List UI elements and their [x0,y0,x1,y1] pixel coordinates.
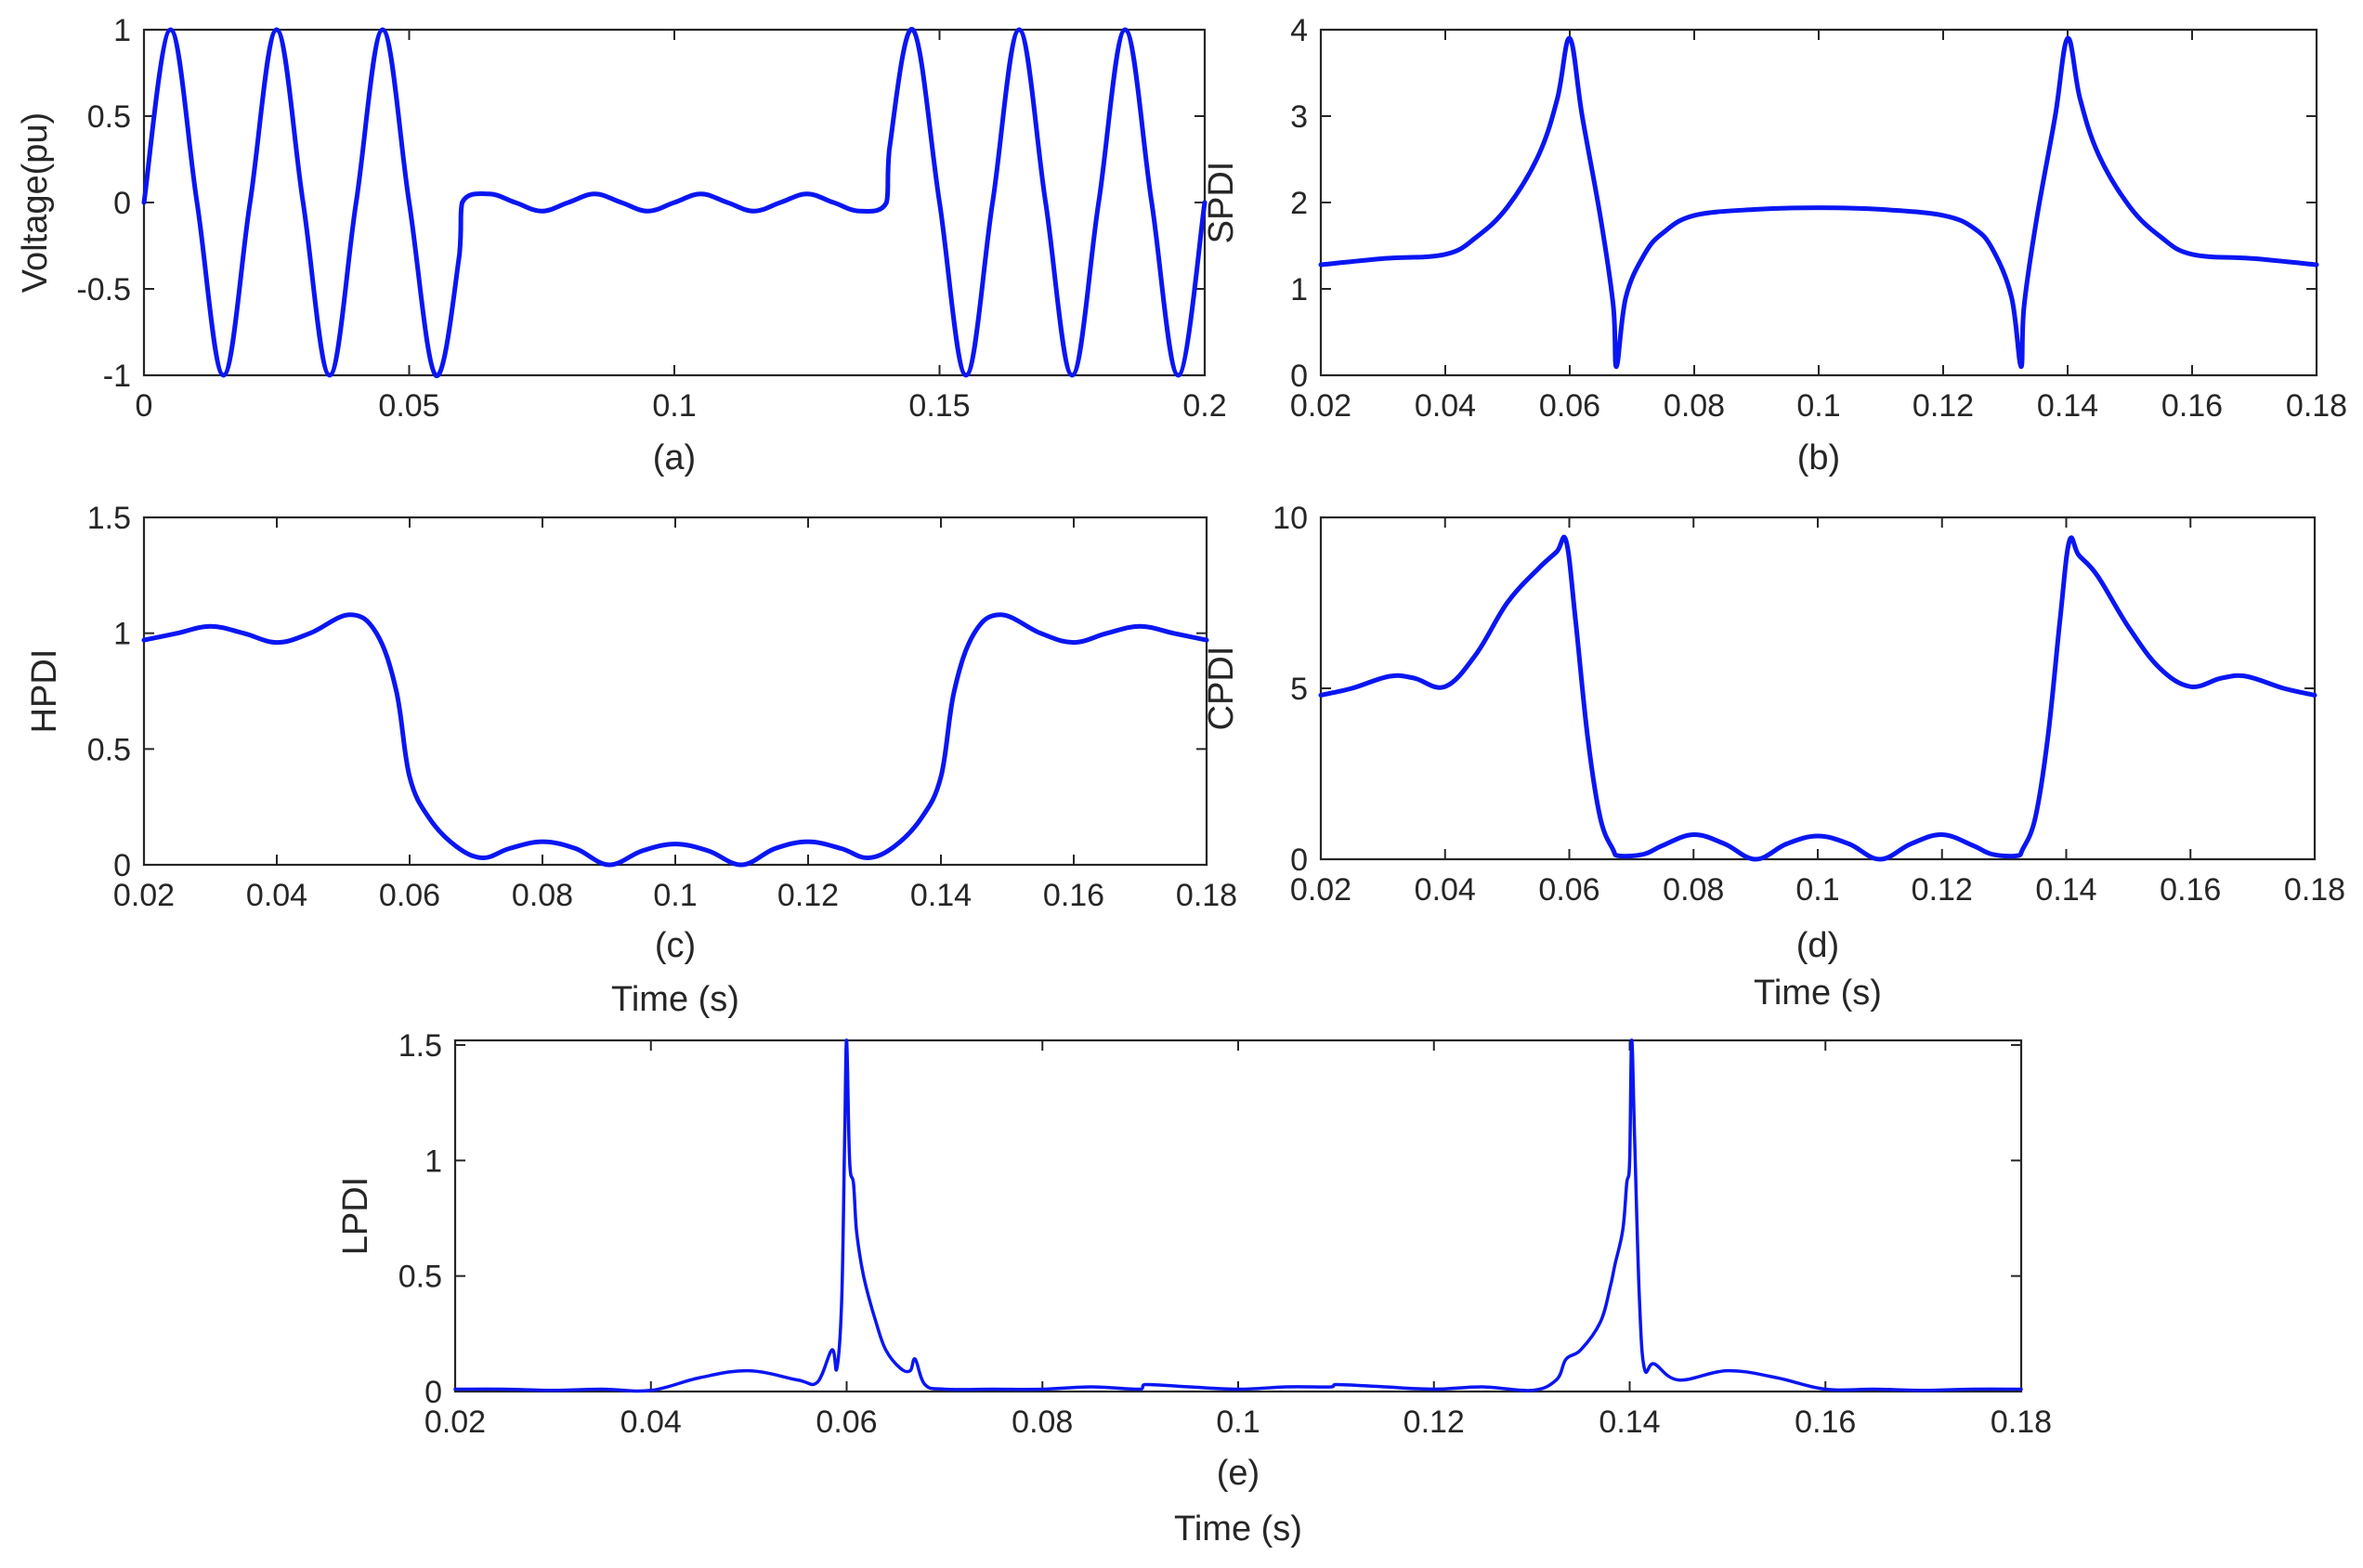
panel-e-lpdi-chart: 0.02 0.04 0.06 0.08 0.1 0.12 0.14 0.16 0.18 0 0.5 1… [336,1028,2052,1548]
x-tick-label: 0.18 [1991,1405,2052,1440]
y-tick-label: 3 [1290,99,1308,135]
y-tick-label: -0.5 [76,272,131,307]
panel-label: (c) [655,926,696,965]
x-tick-label: 0.1 [1216,1405,1260,1440]
series-line [1318,534,2317,862]
x-tick-label: 0.06 [1538,872,1599,908]
x-tick-label: 0.05 [378,388,439,424]
y-axis-label: LPDI [336,1177,375,1255]
axes-frame [1319,28,2318,377]
y-tick-label: 5 [1290,672,1308,707]
x-tick-label: 0.2 [1182,388,1226,424]
y-tick-label: 0.5 [87,99,131,135]
x-tick-label: 0.06 [816,1405,877,1440]
axes-frame [1319,516,2317,861]
x-tick-label: 0.14 [1599,1405,1660,1440]
x-tick-label: 0.18 [1176,878,1237,913]
y-tick-label: 0 [1290,359,1308,394]
x-tick-label: 0.14 [2035,872,2096,908]
x-tick-label: 0.14 [2037,388,2098,424]
x-axis-label: Time (s) [1174,1509,1302,1548]
x-tick-label: 0.04 [246,878,307,913]
x-axis-label: Time (s) [611,980,739,1019]
x-tick-label: 0.08 [1012,1405,1073,1440]
x-tick-label: 0.08 [1663,872,1724,908]
x-tick-label: 0.06 [1539,388,1600,424]
y-tick-label: 1.5 [398,1028,442,1064]
x-tick-label: 0.1 [653,878,697,913]
x-tick-label: 0.04 [1415,388,1476,424]
series-line [141,27,1208,378]
x-tick-label: 0.12 [777,878,839,913]
x-tick-label: 0.1 [1796,388,1840,424]
y-tick-label: 2 [1290,186,1308,221]
x-tick-label: 0.12 [1912,872,1973,908]
y-axis-label: HPDI [25,649,64,734]
y-tick-label: 1.5 [87,501,131,536]
x-tick-label: 0.16 [2161,388,2223,424]
x-tick-label: 0.02 [113,878,175,913]
x-tick-label: 0 [136,388,153,424]
x-tick-label: 0.1 [1795,872,1839,908]
y-axis-label: Voltage(pu) [16,112,55,293]
y-tick-label: 0.5 [87,732,131,767]
x-axis-label: Time (s) [1754,973,1882,1013]
x-tick-label: 0.14 [910,878,972,913]
y-axis-label: CPDI [1202,647,1241,731]
y-tick-label: 0 [1290,843,1308,878]
panel-a-voltage-chart: 0 0.05 0.1 0.15 0.2 -1 -0.5 0 0.5 1 Voltage(pu) (a) [16,13,1227,477]
x-tick-label: 0.1 [652,388,696,424]
y-tick-label: 10 [1273,501,1308,536]
x-tick-label: 0.06 [379,878,440,913]
x-tick-label: 0.18 [2284,872,2345,908]
x-tick-label: 0.16 [2160,872,2221,908]
panel-c-hpdi-chart: 0.02 0.04 0.06 0.08 0.1 0.12 0.14 0.16 0.18 0 0.5 1… [25,501,1237,1019]
x-tick-label: 0.12 [1913,388,1974,424]
y-tick-label: 1 [424,1143,442,1179]
series-line [453,1039,2023,1393]
y-tick-label: 0 [113,186,131,221]
y-tick-label: 1 [113,617,131,652]
axes-frame [142,516,1208,867]
x-tick-label: 0.16 [1043,878,1104,913]
y-tick-label: 0 [113,848,131,883]
y-tick-label: -1 [103,359,131,394]
x-tick-label: 0.02 [1290,872,1351,908]
y-tick-label: 4 [1290,13,1308,48]
axes-frame [453,1039,2023,1393]
series-line [141,612,1209,868]
series-line [1318,35,2319,370]
panel-label: (b) [1797,438,1840,477]
x-tick-label: 0.08 [1664,388,1725,424]
panel-label: (d) [1796,926,1839,965]
x-tick-label: 0.12 [1403,1405,1465,1440]
x-tick-label: 0.16 [1795,1405,1856,1440]
y-tick-label: 1 [1290,272,1308,307]
x-tick-label: 0.08 [512,878,573,913]
panel-b-spdi-chart: 0.02 0.04 0.06 0.08 0.1 0.12 0.14 0.16 0.18 0 1 2 3 4… [1202,13,2347,477]
y-axis-label: SPDI [1202,162,1241,244]
x-tick-label: 0.04 [1415,872,1476,908]
panel-d-cpdi-chart: 0.02 0.04 0.06 0.08 0.1 0.12 0.14 0.16 0.18 0 5 10 C… [1202,501,2345,1013]
x-tick-label: 0.15 [908,388,970,424]
x-tick-label: 0.04 [620,1405,682,1440]
y-tick-label: 0.5 [398,1260,442,1295]
y-tick-label: 1 [113,13,131,48]
x-tick-label: 0.18 [2286,388,2347,424]
x-tick-label: 0.02 [1290,388,1351,424]
x-tick-label: 0.02 [424,1405,486,1440]
panel-label: (e) [1217,1454,1260,1493]
panel-label: (a) [653,438,696,477]
y-tick-label: 0 [424,1375,442,1410]
